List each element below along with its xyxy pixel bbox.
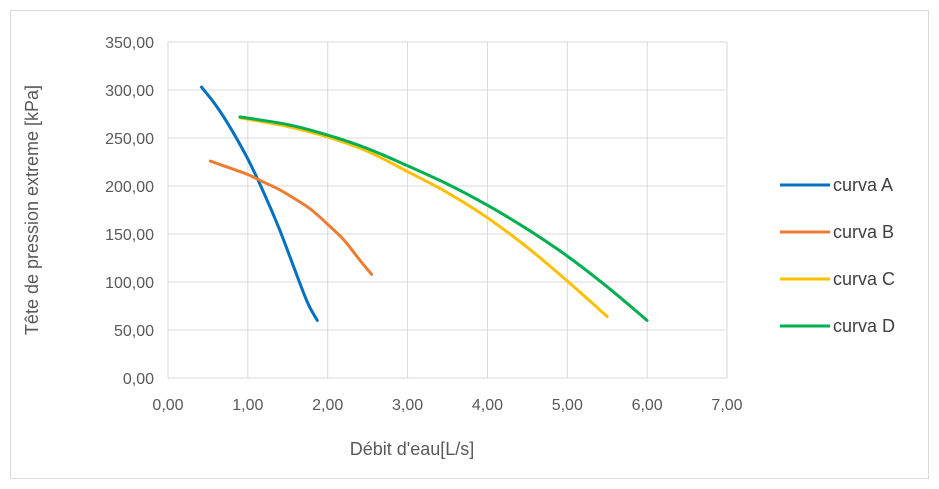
x-axis-title: Débit d'eau[L/s] bbox=[350, 439, 475, 459]
chart-frame bbox=[10, 10, 929, 479]
y-tick-label: 150,00 bbox=[105, 227, 154, 244]
y-tick-labels: 0,00 50,00 100,00 150,00 200,00 250,00 300,00 3… bbox=[105, 35, 154, 388]
series-line-curva-c bbox=[238, 116, 609, 319]
legend-label-curva-a: curva A bbox=[833, 175, 893, 195]
x-tick-label: 5,00 bbox=[552, 397, 583, 414]
y-tick-label: 300,00 bbox=[105, 83, 154, 100]
series-line-curva-a bbox=[200, 85, 319, 322]
x-tick-label: 4,00 bbox=[472, 397, 503, 414]
legend-label-curva-b: curva B bbox=[833, 222, 894, 242]
x-tick-label: 6,00 bbox=[632, 397, 663, 414]
y-tick-label: 200,00 bbox=[105, 179, 154, 196]
x-tick-label: 1,00 bbox=[232, 397, 263, 414]
x-tick-label: 7,00 bbox=[711, 397, 742, 414]
y-tick-label: 250,00 bbox=[105, 131, 154, 148]
x-tick-label: 0,00 bbox=[152, 397, 183, 414]
legend-label-curva-c: curva C bbox=[833, 269, 895, 289]
y-axis-title: Tête de pression extreme [kPa] bbox=[22, 85, 42, 335]
legend: curva A curva B curva C curva D bbox=[780, 175, 895, 336]
y-tick-label: 0,00 bbox=[123, 371, 154, 388]
x-tick-labels: 0,00 1,00 2,00 3,00 4,00 5,00 6,00 7,00 bbox=[152, 397, 742, 414]
gridlines bbox=[167, 41, 728, 379]
y-tick-label: 350,00 bbox=[105, 35, 154, 52]
series-line-curva-d bbox=[238, 115, 649, 322]
x-tick-label: 2,00 bbox=[312, 397, 343, 414]
series-line-curva-b bbox=[208, 159, 374, 276]
series-lines bbox=[200, 85, 649, 322]
x-tick-label: 3,00 bbox=[392, 397, 423, 414]
y-tick-label: 50,00 bbox=[114, 323, 154, 340]
y-tick-label: 100,00 bbox=[105, 275, 154, 292]
legend-label-curva-d: curva D bbox=[833, 316, 895, 336]
